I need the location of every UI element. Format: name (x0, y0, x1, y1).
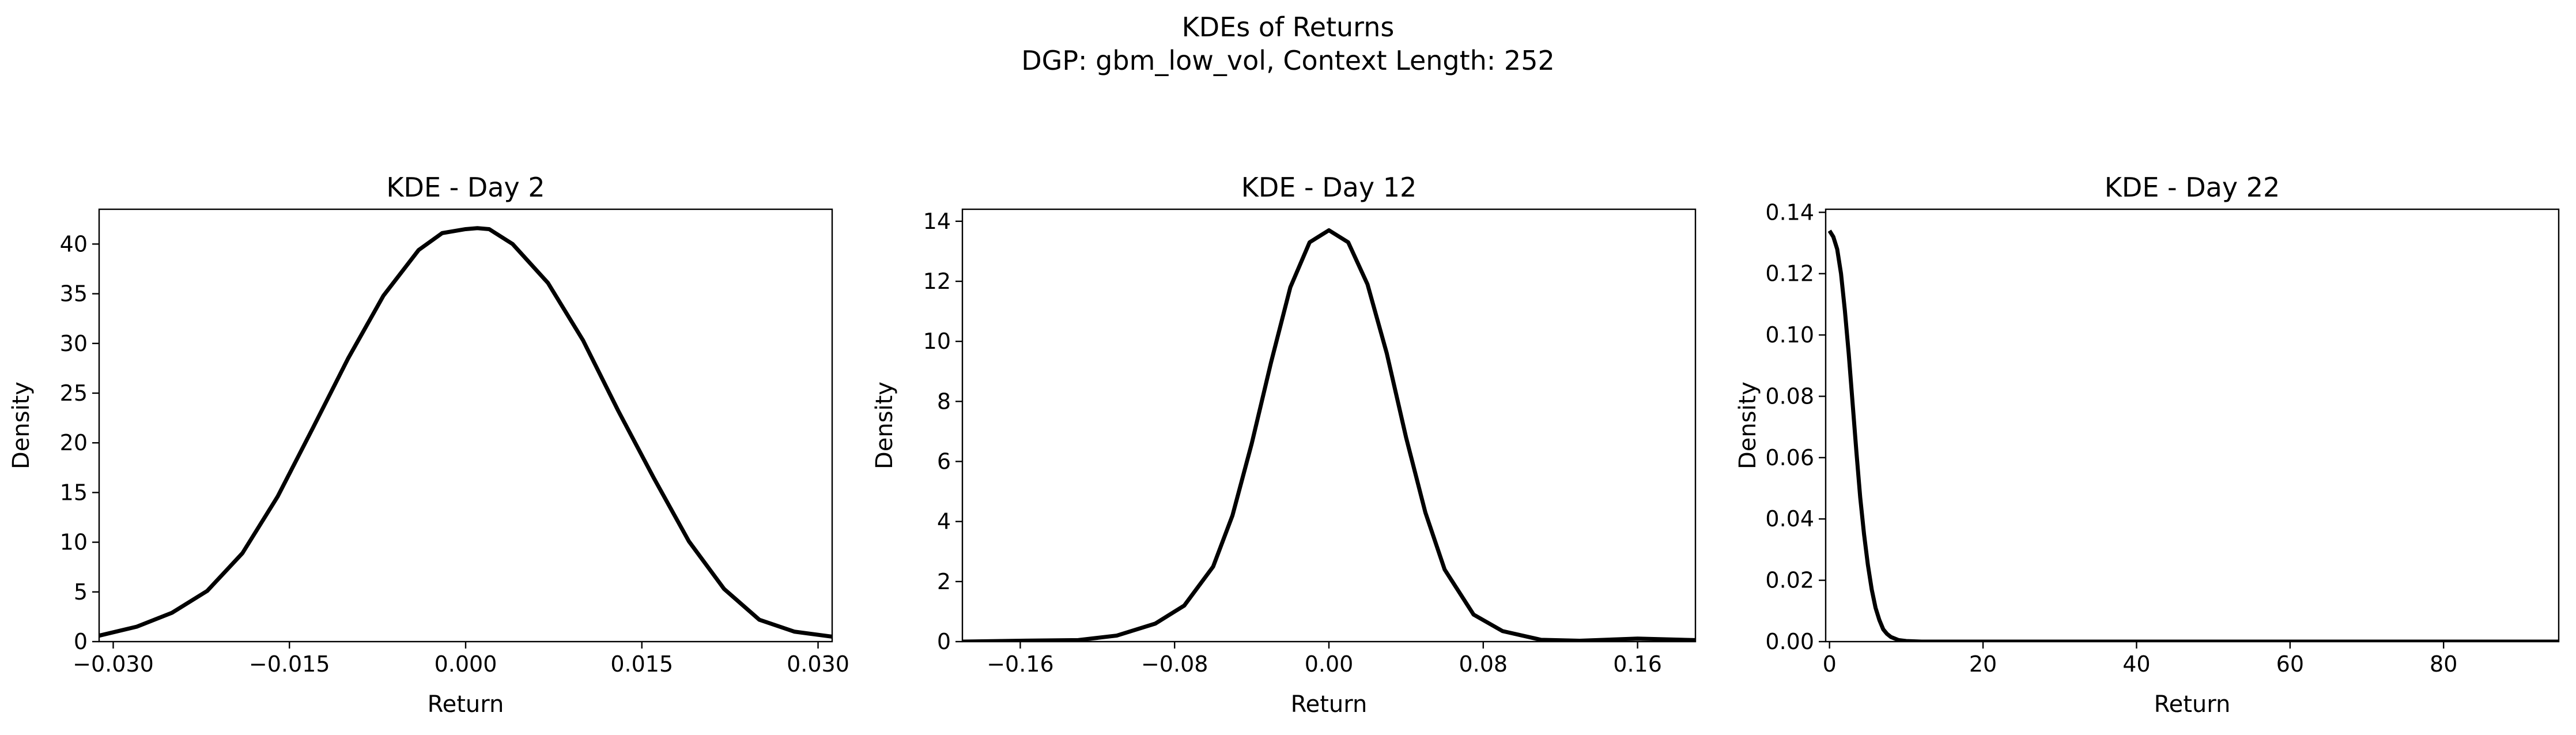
y-tick-label: 0 (74, 629, 88, 654)
x-tick-label: −0.08 (1141, 651, 1208, 677)
y-tick-label: 30 (60, 331, 88, 356)
y-axis-label: Density (871, 382, 898, 469)
y-tick-label: 6 (937, 449, 951, 474)
kde-density-line (99, 226, 832, 639)
y-tick-label: 10 (923, 329, 951, 354)
x-tick-label: 20 (1969, 651, 1997, 677)
x-axis-label: Return (428, 691, 504, 718)
y-tick-label: 10 (60, 530, 88, 555)
y-tick-label: 0.12 (1765, 261, 1814, 287)
subplot-title: KDE - Day 22 (2105, 172, 2280, 203)
x-tick-label: 0.000 (435, 651, 497, 677)
subplot-title: KDE - Day 2 (386, 172, 545, 203)
x-tick-label: −0.030 (73, 651, 154, 677)
x-tick-label: 0.08 (1459, 651, 1508, 677)
y-tick-label: 20 (60, 430, 88, 455)
subplot-2: KDE - Day 12 −0.16 −0.08 0.00 0.08 0.16 0 2 4 6 8 1… (871, 172, 1697, 718)
y-tick-label: 25 (60, 380, 88, 406)
x-tick-label: 40 (2122, 651, 2150, 677)
x-tick-label: 0.00 (1305, 651, 1354, 677)
x-tick-label: 0 (1823, 651, 1837, 677)
x-tick-label: 60 (2276, 651, 2304, 677)
subplot-1: KDE - Day 2 −0.030 −0.015 0.000 0.015 0.030 0 5… (8, 172, 849, 718)
y-tick-label: 14 (923, 209, 951, 234)
y-tick-label: 0.00 (1765, 629, 1814, 654)
figure-suptitle-line1: KDEs of Returns (1182, 12, 1395, 43)
y-tick-label: 35 (60, 281, 88, 307)
y-tick-label: 0.08 (1765, 383, 1814, 409)
y-tick-label: 2 (937, 569, 951, 594)
y-tick-label: 0 (937, 629, 951, 654)
x-tick-label: 80 (2430, 651, 2457, 677)
y-tick-label: 0.06 (1765, 445, 1814, 470)
y-tick-label: 5 (74, 579, 88, 605)
subplot-title: KDE - Day 12 (1241, 172, 1417, 203)
axes-frame (1825, 208, 2560, 643)
y-tick-label: 0.10 (1765, 322, 1814, 348)
figure-suptitle-line2: DGP: gbm_low_vol, Context Length: 252 (1021, 45, 1554, 76)
x-axis-label: Return (1291, 691, 1368, 718)
y-tick-label: 0.04 (1765, 506, 1814, 532)
x-tick-label: 0.030 (787, 651, 849, 677)
y-tick-label: 40 (60, 231, 88, 257)
kde-density-line (1827, 229, 2559, 642)
x-tick-label: −0.015 (249, 651, 330, 677)
y-tick-label: 12 (923, 269, 951, 294)
y-tick-label: 0.02 (1765, 568, 1814, 593)
y-axis-label: Density (1735, 382, 1761, 469)
kde-density-line (962, 228, 1695, 642)
y-tick-label: 0.14 (1765, 199, 1814, 225)
y-axis-label: Density (8, 382, 35, 469)
y-tick-label: 8 (937, 389, 951, 414)
y-tick-label: 15 (60, 480, 88, 505)
subplot-panels: KDE - Day 2−0.030 −0.015 0.000 0.015 0.03005… (8, 172, 2560, 718)
subplot-3: KDE - Day 22 0 20 40 60 80 0.00 0.02 0.04 0.06 0.0… (1735, 172, 2560, 718)
x-tick-label: −0.16 (987, 651, 1053, 677)
x-tick-label: 0.015 (610, 651, 673, 677)
x-tick-label: 0.16 (1613, 651, 1662, 677)
y-tick-label: 4 (937, 509, 951, 534)
x-axis-label: Return (2154, 691, 2231, 718)
